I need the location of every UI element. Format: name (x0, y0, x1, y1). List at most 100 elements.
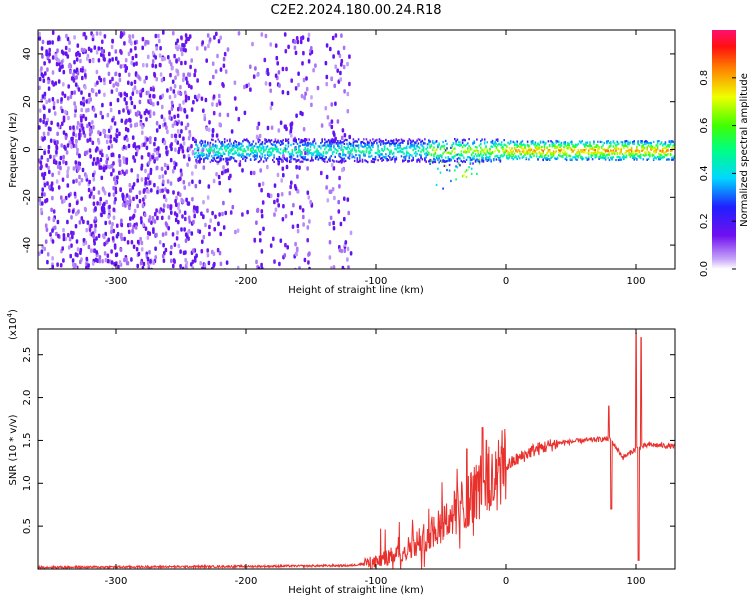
spectrogram-cell (133, 208, 137, 214)
spectrogram-cell (144, 180, 147, 186)
spectrogram-cell (394, 161, 396, 164)
spectrogram-cell (102, 129, 106, 135)
spectrogram-cell (668, 140, 671, 143)
spectrogram-cell (381, 153, 383, 156)
spectrogram-cell (239, 160, 242, 163)
spectrogram-cell (187, 181, 191, 187)
spectrogram-cell (624, 140, 626, 143)
spectrogram-cell (231, 152, 234, 156)
spectrogram-cell (424, 152, 426, 156)
spectrogram-cell (305, 149, 308, 152)
spectrogram-cell (39, 118, 42, 123)
spectrogram-cell (480, 153, 482, 156)
spectrogram-cell (179, 144, 183, 149)
spectrogram-cell (229, 158, 231, 161)
spectrogram-cell (179, 176, 182, 181)
spectrogram-cell (41, 137, 45, 142)
spectrogram-cell (455, 154, 457, 157)
spectrogram-x-ticks: -300 -200 -100 0 100 (105, 30, 646, 287)
spectrogram-cell (392, 155, 395, 158)
spectrogram-cell (327, 158, 330, 161)
spectrogram-cell (522, 143, 525, 146)
spectrogram-cell (620, 149, 622, 152)
spectrogram-cell (170, 146, 173, 152)
spectrogram-cell (154, 33, 158, 39)
spectrogram-cell (602, 148, 604, 151)
spectrogram-cell (295, 247, 299, 253)
spectrogram-cell (116, 60, 120, 65)
spectrogram-cell (671, 140, 673, 143)
spectrogram-cell (182, 154, 186, 159)
spectrogram-cell (464, 149, 466, 152)
spectrogram-cell (512, 153, 515, 156)
spectrogram-cell (509, 140, 512, 143)
spectrogram-cell (192, 219, 195, 225)
x-tick-label: -300 (105, 276, 128, 287)
spectrogram-cell (230, 157, 232, 160)
spectrogram-cell (47, 149, 50, 154)
spectrogram-cell (533, 149, 535, 152)
spectrogram-cell (294, 158, 296, 161)
spectrogram-cell (68, 202, 72, 208)
spectrogram-cell (201, 140, 204, 143)
spectrogram-cell (237, 31, 241, 36)
spectrogram-cell (170, 142, 173, 147)
spectrogram-cell (480, 140, 482, 143)
spectrogram-cell (577, 143, 580, 146)
spectrogram-cell (647, 150, 650, 153)
spectrogram-cell (89, 191, 93, 196)
spectrogram-cell (246, 156, 248, 159)
spectrogram-cell (292, 142, 295, 145)
spectrogram-cell (439, 154, 442, 157)
spectrogram-cell (249, 149, 252, 152)
spectrogram-cell (513, 141, 516, 144)
spectrogram-cell (226, 161, 229, 166)
spectrogram-cell (266, 157, 269, 160)
spectrogram-cell (217, 161, 219, 164)
spectrogram-cell (309, 159, 312, 162)
spectrogram-cell (77, 209, 80, 214)
spectrogram-cell (182, 141, 186, 146)
spectrogram-cell (128, 38, 131, 44)
spectrogram-cell (671, 149, 673, 152)
spectrogram-cell (88, 179, 91, 185)
spectrogram-cell (88, 132, 92, 137)
spectrogram-cell (381, 148, 383, 151)
spectrogram-cell (338, 153, 340, 156)
spectrogram-cell (473, 141, 476, 144)
spectrogram-cell (91, 33, 95, 39)
spectrogram-cell (51, 228, 54, 233)
spectrogram-cell (443, 160, 446, 163)
spectrogram-cell (170, 210, 173, 215)
spectrogram-cell (486, 156, 489, 159)
spectrogram-cell (587, 158, 590, 161)
spectrogram-cell (409, 146, 412, 149)
spectrogram-cell (169, 204, 172, 209)
spectrogram-cell (269, 88, 272, 93)
spectrogram-cell (223, 138, 226, 141)
spectrogram-cell (169, 72, 172, 78)
spectrogram-cell (67, 208, 71, 213)
spectrogram-cell (559, 146, 561, 149)
spectrogram-cell (373, 158, 375, 161)
spectrogram-cell (325, 185, 328, 190)
spectrogram-cell (351, 144, 353, 147)
spectrogram-cell (552, 144, 555, 147)
spectrogram-cell (259, 168, 262, 173)
spectrogram-cell (668, 158, 671, 161)
spectrogram-cell (343, 89, 346, 94)
spectrogram-cell (524, 146, 526, 149)
spectrogram-cell (292, 203, 295, 208)
spectrogram-cell (537, 146, 539, 149)
spectrogram-cell (127, 143, 131, 149)
spectrogram-cell (559, 154, 561, 157)
spectrogram-cell (626, 149, 629, 152)
spectrogram-cell (333, 160, 335, 163)
spectrogram-cell (255, 142, 257, 145)
spectrogram-cell (407, 151, 409, 154)
spectrogram-cell (101, 102, 104, 108)
spectrogram-cell (108, 192, 111, 197)
spectrogram-cell (123, 257, 126, 263)
spectrogram-cell (530, 142, 533, 145)
spectrogram-cell (450, 158, 452, 161)
